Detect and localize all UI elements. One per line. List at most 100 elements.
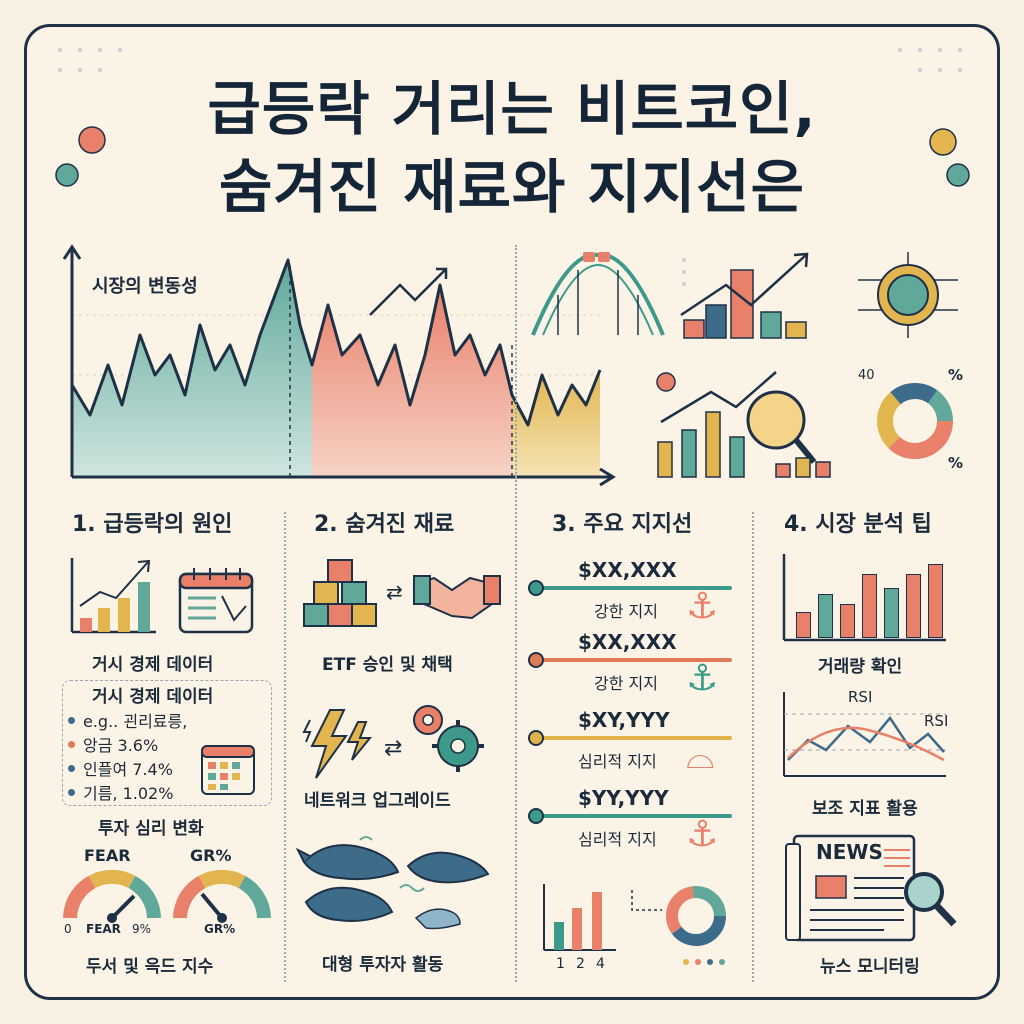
support-donut-icon <box>631 886 726 965</box>
volume-bar <box>818 594 833 638</box>
support-line <box>532 814 732 818</box>
bullet-dot <box>68 764 75 772</box>
rsi-label-1: RSI <box>848 688 873 706</box>
gears-icon <box>413 705 484 772</box>
macro-box-title: 거시 경제 데이터 <box>88 682 218 707</box>
column-divider-1 <box>284 512 286 982</box>
support-note: 심리적 지지 <box>578 830 657 849</box>
support-price: $XX,XXX <box>578 630 677 654</box>
support-line-marker <box>528 580 544 596</box>
support-line <box>532 658 732 662</box>
rsi-label-2: RSI <box>924 712 949 730</box>
chart-label: 시장의 변동성 <box>92 276 198 297</box>
macro-bullet-row: e.g.. 괸리료릉, <box>68 708 187 732</box>
support-line <box>532 736 732 740</box>
calendar-icon <box>178 568 254 634</box>
donut-pct-2: % <box>948 454 964 472</box>
macro-bullet-row: 앙금 3.6% <box>68 732 187 756</box>
indicator-caption: 보조 지표 활용 <box>812 799 918 819</box>
donut-label-40: 40 <box>858 368 875 383</box>
news-label: NEWS <box>816 840 883 864</box>
macro-bar-chart-icon <box>70 558 156 634</box>
coin-icon-right <box>929 128 970 187</box>
blocks-icon <box>303 559 377 627</box>
volume-bars-icon <box>782 554 946 642</box>
gauge-fear-zero: 0 <box>64 922 72 936</box>
anchor-icon: ⚓ <box>686 586 719 627</box>
title-line-2: 숨겨진 재료와 지지선은 <box>219 153 805 221</box>
support-line-marker <box>528 652 544 668</box>
volume-bar <box>796 612 811 638</box>
gauge-fear-pct: 9% <box>132 922 152 936</box>
support-note: 강한 지지 <box>594 602 658 621</box>
chart-price-line <box>70 258 602 427</box>
small-calendar-icon <box>201 745 255 795</box>
whale-activity-caption: 대형 투자자 활동 <box>322 955 444 975</box>
section-1-heading: 1. 급등락의 원인 <box>72 512 233 537</box>
donut-pct-1: % <box>948 366 964 384</box>
volume-bar <box>906 574 921 638</box>
gauge-greed-sub: GR% <box>204 922 236 936</box>
fear-gauge-icon <box>63 869 161 923</box>
axis-tick-4: 4 <box>596 956 605 972</box>
chart-area-mustard <box>512 370 600 477</box>
volume-bar <box>862 574 877 638</box>
macro-data-caption: 거시 경제 데이터 <box>92 655 214 675</box>
support-line <box>532 586 732 590</box>
news-caption: 뉴스 모니터링 <box>820 957 920 977</box>
macro-bullet-text: 인플여 7.4% <box>83 760 173 779</box>
axis-tick-1: 1 <box>556 956 565 972</box>
bullet-dot <box>68 740 75 748</box>
swap-arrow-icon: ⇄ <box>384 736 403 761</box>
macro-bullet-row: 기름, 1.02% <box>68 780 187 804</box>
bullet-dot <box>68 716 75 724</box>
macro-bullet-text: 앙금 3.6% <box>83 736 159 755</box>
volatility-chart <box>62 244 616 487</box>
support-note: 심리적 지지 <box>578 752 657 771</box>
gauge-fear-sub: FEAR <box>86 922 121 936</box>
crypto-chip-icon <box>858 252 958 338</box>
sentiment-caption: 투자 심리 변화 <box>98 819 204 839</box>
support-price: $YY,YYY <box>578 786 669 810</box>
volume-caption: 거래량 확인 <box>818 657 903 677</box>
net-icon: ⌓ <box>686 736 715 777</box>
donut-chart-icon <box>877 383 953 459</box>
anchor-icon: ⚓ <box>686 658 719 699</box>
column-divider-3 <box>752 512 754 982</box>
macro-bullet-text: e.g.. 괸리료릉, <box>83 712 188 731</box>
whales-icon <box>295 836 490 930</box>
rsi-chart-icon <box>783 692 946 777</box>
gauge-greed-label: GR% <box>190 846 232 865</box>
section-4-heading: 4. 시장 분석 팁 <box>784 512 932 537</box>
support-line-marker <box>528 808 544 824</box>
network-upgrade-caption: 네트워크 업그레이드 <box>304 791 451 811</box>
coin-icon-left <box>55 126 106 187</box>
bar-growth-icon <box>680 252 809 339</box>
macro-bullet-text: 기름, 1.02% <box>83 784 174 803</box>
section-3-heading: 3. 주요 지지선 <box>552 512 693 537</box>
volume-bar <box>928 564 943 638</box>
analysis-magnifier-icon <box>656 371 831 478</box>
gauge-fear-label: FEAR <box>84 846 131 865</box>
fear-greed-index-caption: 두서 및 윽드 지수 <box>86 957 214 977</box>
exchange-arrow-icon: ⇄ <box>386 580 403 604</box>
anchor-icon: ⚓ <box>686 814 719 855</box>
bullet-dot <box>68 788 75 796</box>
section-2-heading: 2. 숨겨진 재료 <box>314 512 455 537</box>
volume-bar <box>840 604 855 638</box>
newspaper-icon <box>785 834 957 942</box>
column-divider-2 <box>515 245 517 982</box>
title-line-1: 급등락 거리는 비트코인, <box>207 75 817 143</box>
lightning-icon <box>302 709 373 779</box>
handshake-icon <box>412 575 502 620</box>
greed-gauge-icon <box>173 869 271 923</box>
support-price: $XX,XXX <box>578 558 677 582</box>
macro-bullet-row: 인플여 7.4% <box>68 756 187 780</box>
support-bar-icon <box>543 884 616 951</box>
support-price: $XY,YYY <box>578 708 670 732</box>
chart-trend-arrow <box>369 269 446 316</box>
chart-area-coral <box>312 285 512 477</box>
support-line-marker <box>528 730 544 746</box>
support-note: 강한 지지 <box>594 674 658 693</box>
